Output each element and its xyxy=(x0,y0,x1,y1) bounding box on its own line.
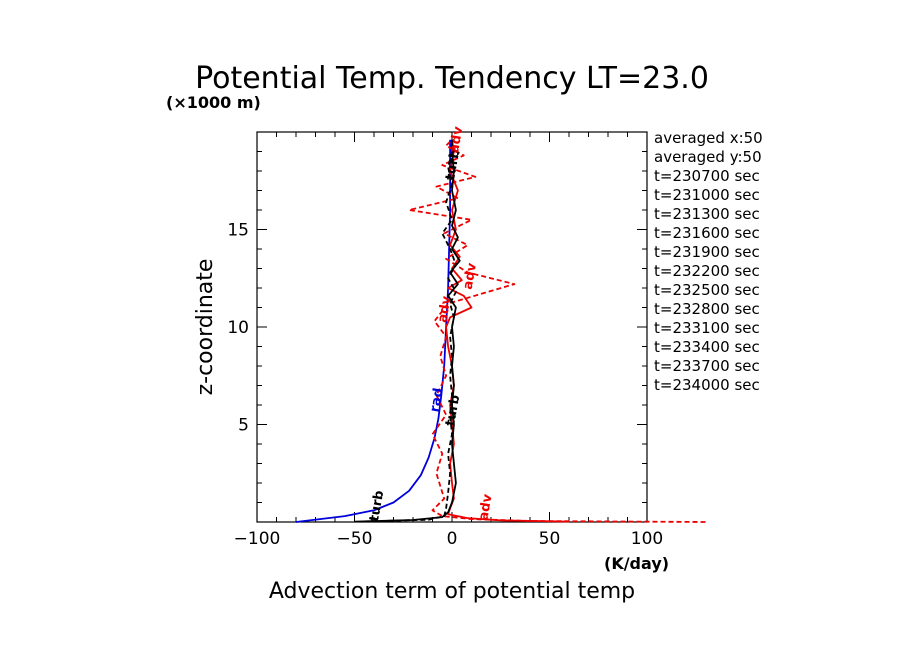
info-line: t=234000 sec xyxy=(654,376,760,394)
info-line: t=232800 sec xyxy=(654,300,760,318)
series-line-adv-solid xyxy=(445,139,570,523)
series-line-adv-dashed xyxy=(408,139,706,523)
series-line-turb-dashed xyxy=(364,139,457,523)
x-tick-label: −50 xyxy=(337,529,373,549)
curve-label-adv: adv xyxy=(447,125,466,154)
x-axis-unit: (K/day) xyxy=(604,554,669,573)
info-line: t=231300 sec xyxy=(654,205,760,223)
curve-label-adv: adv xyxy=(476,492,495,521)
y-axis-unit: (×1000 m) xyxy=(166,93,261,112)
chart-title: Potential Temp. Tendency LT=23.0 xyxy=(195,61,709,96)
y-tick-label: 10 xyxy=(227,318,249,338)
info-line: t=230700 sec xyxy=(654,167,760,185)
series-line-turb-solid xyxy=(354,139,461,523)
x-tick-label: −100 xyxy=(234,529,281,549)
info-line: t=232500 sec xyxy=(654,281,760,299)
info-line: t=233400 sec xyxy=(654,338,760,356)
info-line: averaged x:50 xyxy=(654,129,763,147)
y-tick-label: 15 xyxy=(227,221,249,241)
info-line: t=231000 sec xyxy=(654,186,760,204)
info-line: t=231900 sec xyxy=(654,243,760,261)
curve-label-turb: turb xyxy=(443,148,463,181)
series-line-rad-solid xyxy=(295,139,451,523)
curve-label-turb: turb xyxy=(367,489,387,522)
info-line: t=231600 sec xyxy=(654,224,760,242)
curve-label-rad: rad xyxy=(428,387,447,414)
series-group xyxy=(295,139,706,523)
x-tick-label: 0 xyxy=(447,529,458,549)
y-tick-label: 5 xyxy=(238,416,249,436)
info-line: averaged y:50 xyxy=(654,148,762,166)
curve-label-adv: adv xyxy=(435,295,454,324)
x-axis-label: Advection term of potential temp xyxy=(269,579,635,604)
info-line: t=233700 sec xyxy=(654,357,760,375)
x-tick-label: 50 xyxy=(539,529,561,549)
info-line: t=232200 sec xyxy=(654,262,760,280)
curve-label-adv: adv xyxy=(461,261,480,290)
curve-label-turb: turb xyxy=(443,394,463,427)
x-tick-label: 100 xyxy=(631,529,663,549)
info-line: t=233100 sec xyxy=(654,319,760,337)
y-axis-label: z-coordinate xyxy=(193,259,218,396)
